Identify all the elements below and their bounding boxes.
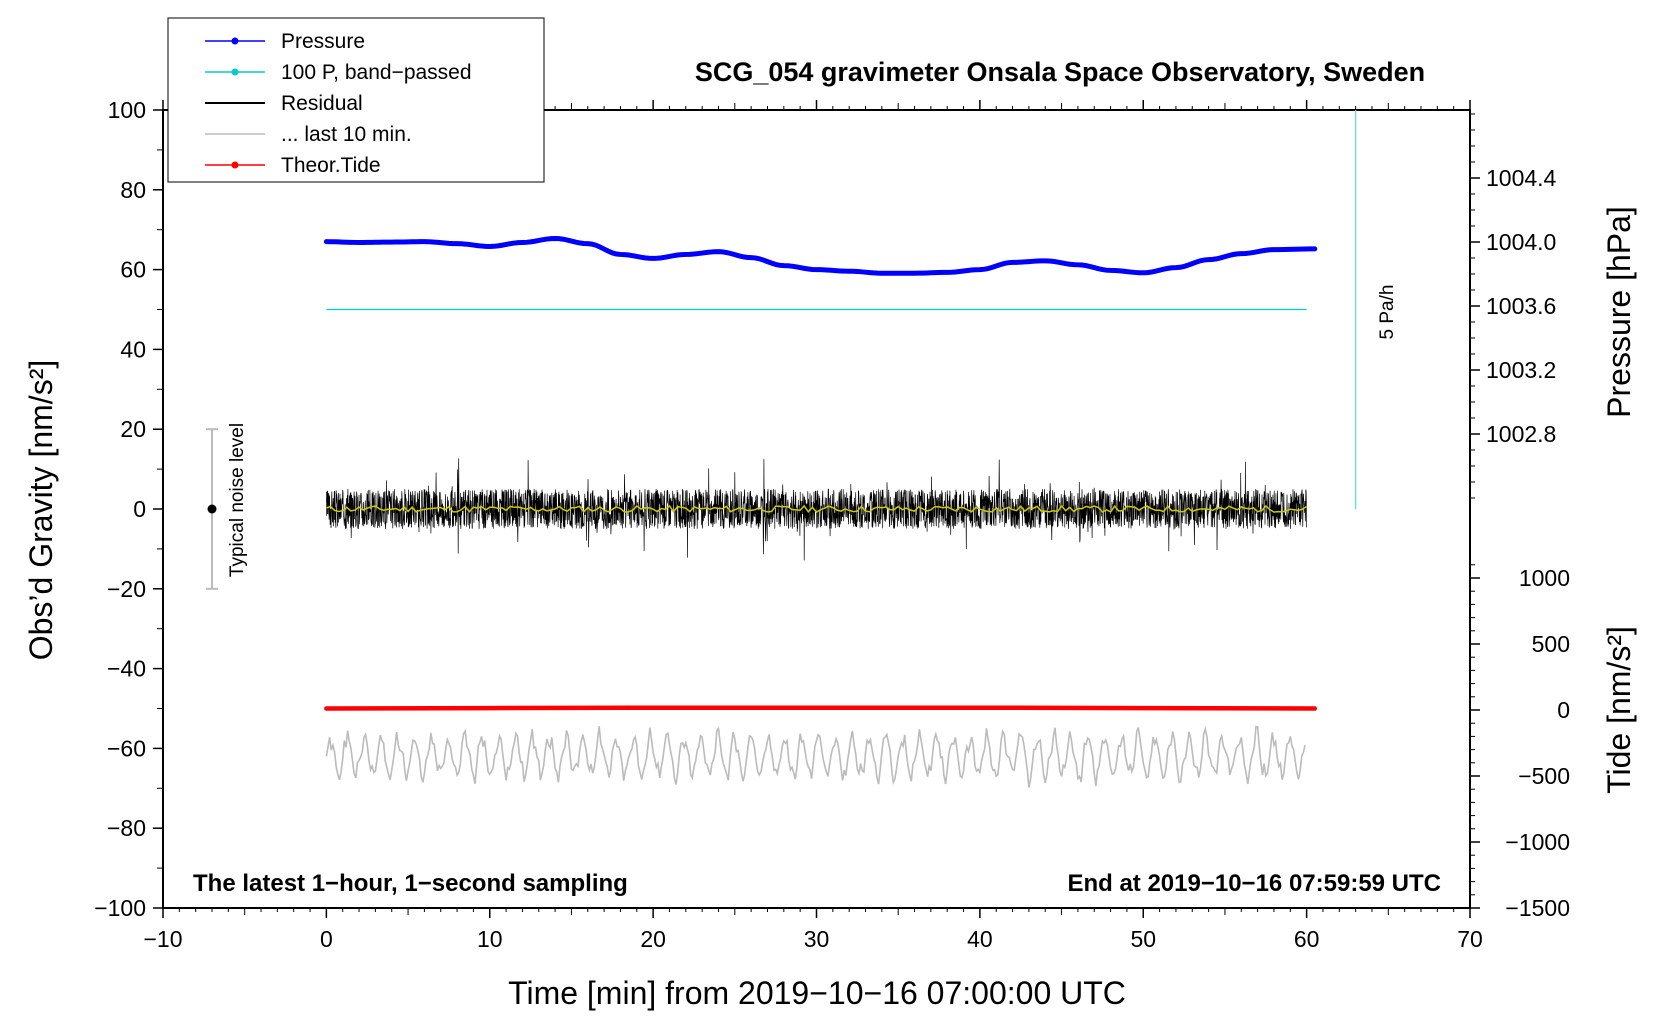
x-axis-title: Time [min] from 2019−10−16 07:00:00 UTC bbox=[508, 975, 1126, 1011]
legend-box bbox=[167, 17, 545, 183]
y-axis-title-tide: Tide [nm/s²] bbox=[1601, 626, 1637, 794]
x-axis-ticks: −10 0 10 20 30 40 50 60 70 bbox=[143, 100, 1483, 952]
series-tide-line bbox=[324, 705, 1318, 711]
x-tick-label: 20 bbox=[640, 926, 666, 952]
x-tick-label: 10 bbox=[477, 926, 503, 952]
x-tick-label: 50 bbox=[1130, 926, 1156, 952]
legend-label: ... last 10 min. bbox=[281, 123, 412, 146]
x-tick-label: 0 bbox=[320, 926, 333, 952]
pressure-tick-label: 1004.0 bbox=[1486, 229, 1556, 255]
legend-item: ... last 10 min. bbox=[205, 123, 412, 146]
y-tick-label: 0 bbox=[133, 496, 146, 522]
y-tick-label: 60 bbox=[120, 257, 146, 283]
y-axis-ticks: −100 −80 −60 −40 −20 0 20 40 60 80 100 bbox=[94, 97, 163, 921]
x-tick-label: 60 bbox=[1294, 926, 1320, 952]
pressure-tick-label: 1004.4 bbox=[1486, 165, 1557, 191]
series-layer bbox=[323, 235, 1318, 788]
rate-bar-label: 5 Pa/h bbox=[1377, 285, 1398, 340]
series-residual-line bbox=[326, 458, 1307, 561]
y-tick-label: −20 bbox=[107, 576, 146, 602]
legend-label: Residual bbox=[281, 92, 363, 115]
x-tick-label: −10 bbox=[143, 926, 182, 952]
y-tick-label: −100 bbox=[94, 895, 146, 921]
pressure-tick-label: 1003.2 bbox=[1486, 357, 1556, 383]
tide-axis-ticks: −1500 −1000 −500 0 500 1000 bbox=[1470, 564, 1570, 921]
y-tick-label: −60 bbox=[107, 735, 146, 761]
tide-tick-label: 1000 bbox=[1519, 565, 1570, 591]
chart-title: SCG_054 gravimeter Onsala Space Observat… bbox=[695, 57, 1425, 87]
legend-marker bbox=[231, 68, 239, 76]
pressure-tick-label: 1002.8 bbox=[1486, 421, 1556, 447]
legend-label: Pressure bbox=[281, 30, 365, 53]
tide-tick-label: 500 bbox=[1532, 631, 1570, 657]
x-tick-label: 40 bbox=[967, 926, 993, 952]
y-tick-label: −80 bbox=[107, 815, 146, 841]
legend-label: 100 P, band−passed bbox=[281, 61, 472, 84]
note-left: The latest 1−hour, 1−second sampling bbox=[193, 870, 628, 897]
legend-marker bbox=[231, 37, 239, 45]
x-tick-label: 70 bbox=[1457, 926, 1483, 952]
note-right: End at 2019−10−16 07:59:59 UTC bbox=[1067, 870, 1441, 897]
legend: Pressure 100 P, band−passed Residual ... la… bbox=[167, 17, 545, 183]
y-tick-label: −40 bbox=[107, 656, 146, 682]
pressure-tick-label: 1003.6 bbox=[1486, 293, 1556, 319]
series-pressure-line bbox=[323, 235, 1318, 276]
legend-item: Residual bbox=[205, 92, 363, 115]
legend-marker bbox=[231, 161, 239, 169]
legend-item: Pressure bbox=[205, 30, 365, 53]
series-last10min-line bbox=[325, 725, 1306, 788]
legend-label: Theor.Tide bbox=[281, 154, 381, 177]
x-tick-label: 30 bbox=[804, 926, 830, 952]
tide-tick-label: −1000 bbox=[1505, 829, 1570, 855]
y-axis-title-pressure: Pressure [hPa] bbox=[1601, 206, 1637, 418]
noise-bar-dot bbox=[207, 504, 217, 514]
tide-tick-label: −1500 bbox=[1505, 895, 1570, 921]
y-tick-label: 100 bbox=[108, 97, 146, 123]
legend-item: Theor.Tide bbox=[205, 154, 381, 177]
legend-item: 100 P, band−passed bbox=[205, 61, 472, 84]
noise-bar-label: Typical noise level bbox=[227, 423, 248, 577]
y-tick-label: 80 bbox=[120, 177, 146, 203]
pressure-axis-ticks: 1002.8 1003.2 1003.6 1004.0 1004.4 bbox=[1470, 113, 1557, 499]
y-tick-label: 40 bbox=[120, 336, 146, 362]
y-axis-title-left: Obs’d Gravity [nm/s²] bbox=[23, 360, 59, 661]
tide-tick-label: 0 bbox=[1557, 697, 1570, 723]
y-tick-label: 20 bbox=[120, 416, 146, 442]
tide-tick-label: −500 bbox=[1518, 763, 1570, 789]
series-residual-smoothed-line bbox=[326, 504, 1308, 514]
noise-bar bbox=[206, 428, 219, 590]
